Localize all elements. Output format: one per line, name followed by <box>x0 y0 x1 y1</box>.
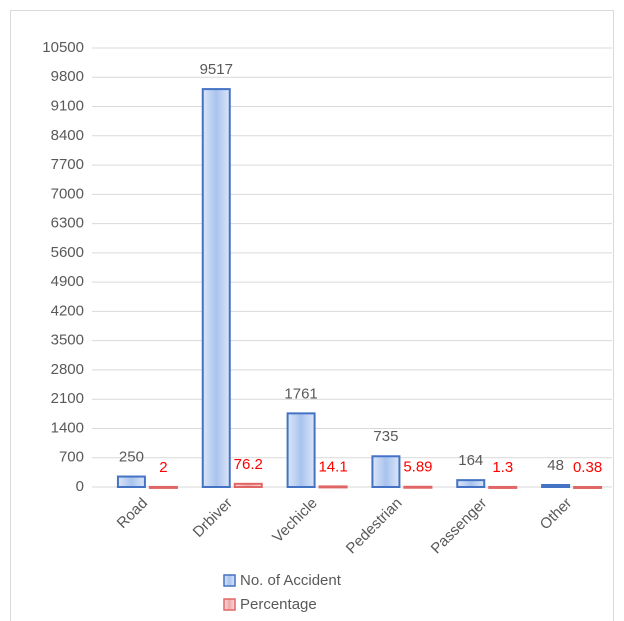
y-tick-label: 3500 <box>51 332 84 349</box>
y-tick-label: 700 <box>59 449 84 466</box>
y-tick-label: 2100 <box>51 390 84 407</box>
x-tick-label: Passenger <box>428 495 491 558</box>
x-tick-label: Vechicle <box>269 495 321 547</box>
bar <box>541 483 571 488</box>
data-label: 1.3 <box>492 459 513 476</box>
legend-label: No. of Accident <box>240 572 342 589</box>
data-label: 2 <box>159 459 167 476</box>
bar <box>286 412 316 489</box>
bar <box>116 475 146 488</box>
data-label: 48 <box>547 457 564 474</box>
data-label: 1761 <box>284 385 317 402</box>
data-label: 5.89 <box>403 459 432 476</box>
data-label: 14.1 <box>318 458 347 475</box>
bar <box>148 485 178 489</box>
bar <box>233 482 263 489</box>
chart-border <box>10 10 614 621</box>
bar <box>371 455 401 488</box>
y-tick-label: 7700 <box>51 156 84 173</box>
bar <box>456 479 486 489</box>
y-tick-label: 4200 <box>51 302 84 319</box>
data-label: 9517 <box>200 61 233 78</box>
data-label: 0.38 <box>573 459 602 476</box>
data-label: 76.2 <box>234 456 263 473</box>
bar <box>403 485 433 489</box>
x-tick-label: Drbiver <box>190 495 236 541</box>
y-tick-label: 0 <box>76 478 84 495</box>
legend-swatch <box>223 574 236 587</box>
y-tick-label: 6300 <box>51 215 84 232</box>
y-tick-label: 1400 <box>51 419 84 436</box>
data-label: 164 <box>458 452 483 469</box>
bar <box>488 485 518 489</box>
legend-swatch <box>223 598 236 611</box>
data-label: 735 <box>373 428 398 445</box>
y-tick-label: 9100 <box>51 98 84 115</box>
y-tick-label: 9800 <box>51 68 84 85</box>
bar <box>201 88 231 489</box>
x-tick-label: Road <box>114 495 151 532</box>
legend-label: Percentage <box>240 596 317 613</box>
data-label: 250 <box>119 449 144 466</box>
x-tick-label: Other <box>537 495 576 534</box>
x-tick-label: Pedestrian <box>343 495 406 558</box>
y-tick-label: 5600 <box>51 244 84 261</box>
bar <box>318 485 348 489</box>
bar <box>573 485 603 489</box>
y-tick-label: 7000 <box>51 185 84 202</box>
y-tick-label: 8400 <box>51 127 84 144</box>
y-tick-label: 4900 <box>51 273 84 290</box>
y-tick-label: 2800 <box>51 361 84 378</box>
y-tick-label: 10500 <box>42 39 84 56</box>
